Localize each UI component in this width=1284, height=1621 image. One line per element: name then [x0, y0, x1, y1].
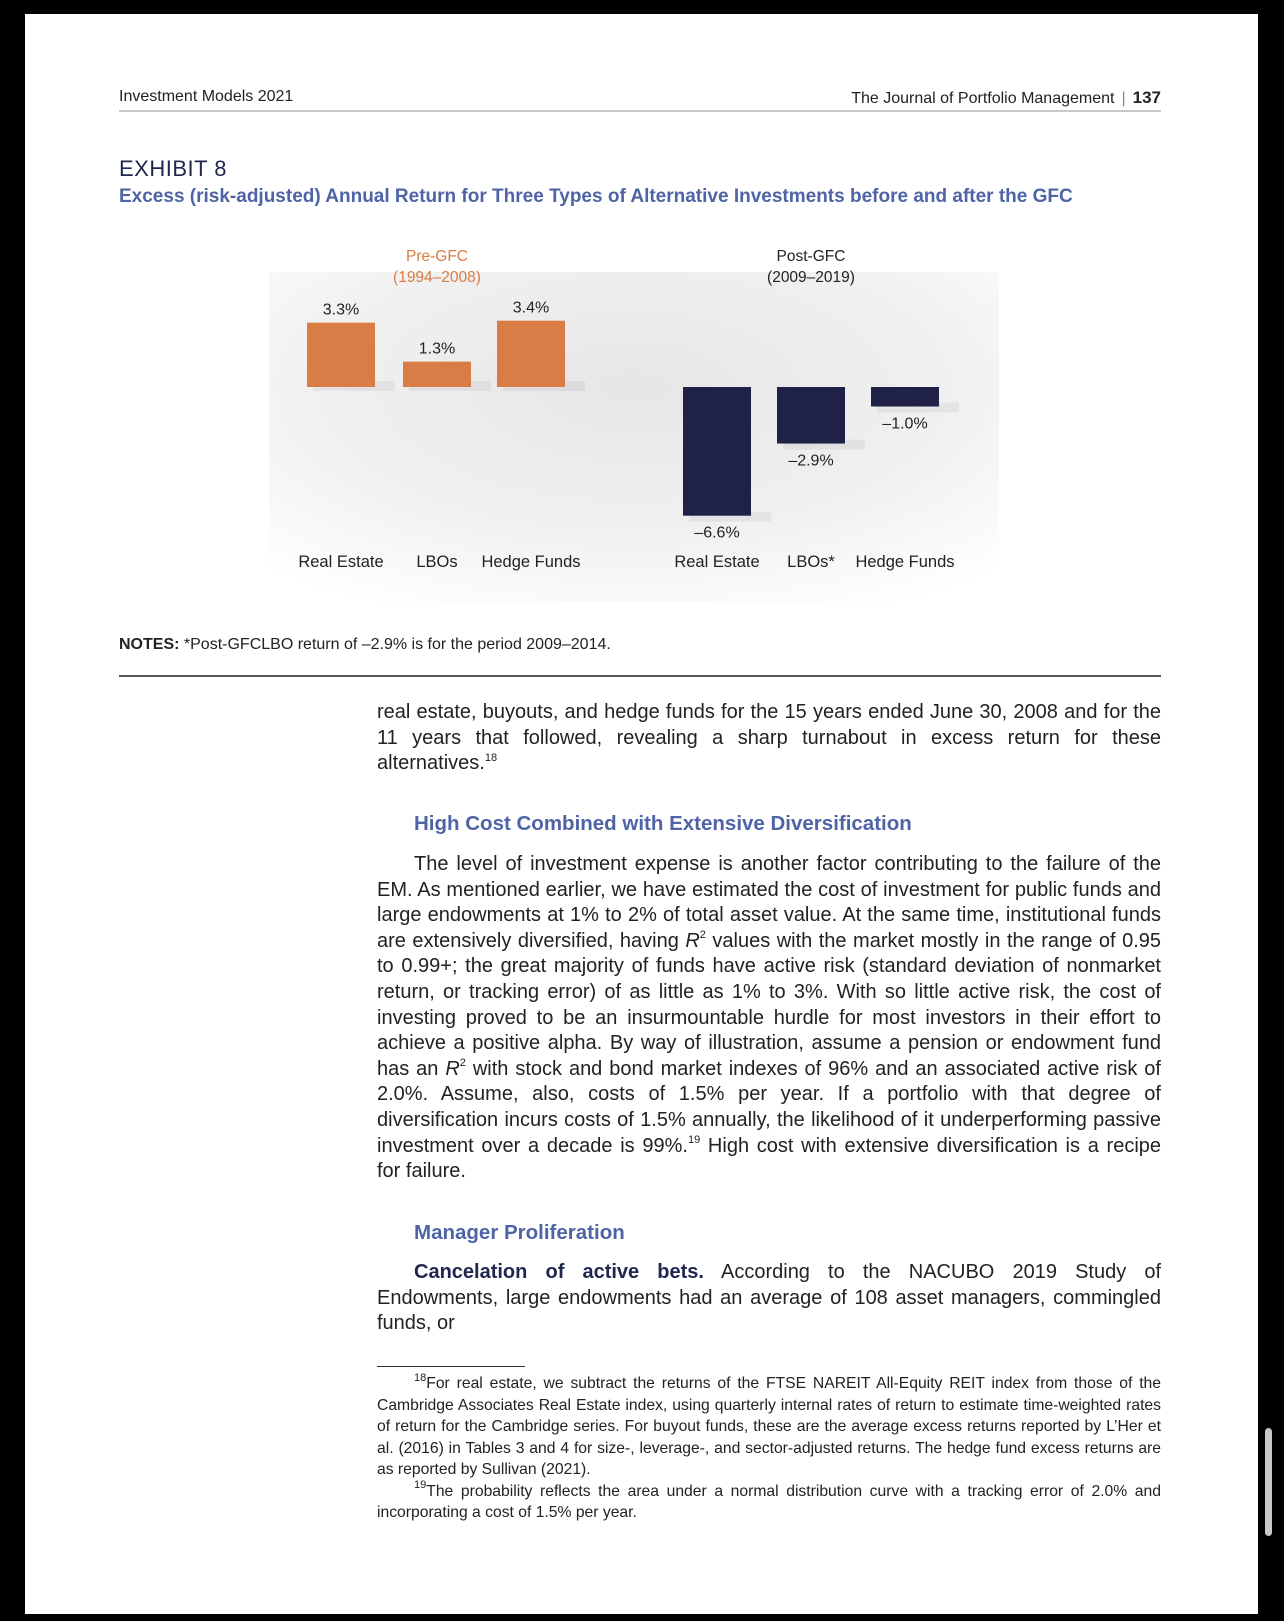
- scrollbar-thumb[interactable]: [1265, 1428, 1272, 1536]
- run-in-heading: Cancelation of active bets.: [414, 1261, 704, 1283]
- bar-shadow: [689, 511, 771, 522]
- journal-name: The Journal of Portfolio Management: [851, 90, 1115, 107]
- section-heading-manager-proliferation: Manager Proliferation: [414, 1221, 625, 1244]
- notes-label: NOTES:: [119, 636, 180, 653]
- data-label-0-2: 3.4%: [513, 300, 549, 317]
- bar-1-2: [871, 387, 939, 407]
- paragraph-3-text: According to the NACUBO 2019 Study of En…: [377, 1261, 1162, 1335]
- exhibit-chart: Pre-GFC (1994–2008) 3.3% Real Estate 1.3% LBO…: [119, 242, 1161, 622]
- footnote-number-19: 19: [414, 1479, 427, 1492]
- running-head: Investment Models 2021 The Journal of Po…: [119, 84, 1161, 112]
- bar-0-1: [403, 361, 471, 387]
- footnotes: 18For real estate, we subtract the retur…: [377, 1371, 1161, 1524]
- journal-page: Investment Models 2021 The Journal of Po…: [25, 14, 1258, 1614]
- panel-subtitle-1: (2009–2019): [767, 269, 855, 286]
- panel-title-1: Post-GFC: [777, 248, 846, 265]
- running-head-title: Investment Models 2021: [119, 88, 294, 105]
- bar-0-2: [497, 320, 565, 387]
- bar-shadow: [877, 402, 959, 413]
- footnote-19: 19The probability reflects the area unde…: [377, 1479, 1161, 1524]
- paragraph-2-part-d: High cost with extensive diversification…: [377, 1134, 1162, 1183]
- section-heading-high-cost: High Cost Combined with Extensive Divers…: [414, 812, 912, 835]
- category-label-0-0: Real Estate: [298, 553, 383, 571]
- superscript-2: 2: [699, 929, 706, 942]
- category-label-0-2: Hedge Funds: [481, 553, 580, 571]
- chart-background: [269, 272, 999, 602]
- bar-0-0: [307, 322, 375, 387]
- data-label-1-1: –2.9%: [788, 453, 833, 470]
- header-separator: |: [1121, 90, 1126, 107]
- bar-chart-svg: Pre-GFC (1994–2008) 3.3% Real Estate 1.3% LBO…: [269, 248, 999, 602]
- footnote-number-18: 18: [414, 1371, 427, 1384]
- paragraph-1-text: real estate, buyouts, and hedge funds fo…: [377, 701, 1161, 775]
- data-label-1-0: –6.6%: [694, 525, 739, 542]
- paragraph-high-cost: The level of investment expense is anoth…: [377, 852, 1161, 1185]
- exhibit-title: Excess (risk-adjusted) Annual Return for…: [119, 186, 1073, 207]
- paragraph-2-part-a: The level of investment expense is anoth…: [377, 853, 1161, 952]
- category-label-1-1: LBOs*: [787, 553, 835, 571]
- footnote-18-text: For real estate, we subtract the returns…: [377, 1375, 1161, 1478]
- category-label-1-2: Hedge Funds: [855, 553, 954, 571]
- category-label-0-1: LBOs: [416, 553, 457, 571]
- data-label-1-2: –1.0%: [882, 416, 927, 433]
- bar-shadow: [783, 439, 865, 450]
- page-number: 137: [1132, 88, 1161, 107]
- paragraph-continued: real estate, buyouts, and hedge funds fo…: [377, 700, 1161, 777]
- paragraph-2-part-b: values with the market mostly in the ran…: [377, 929, 1161, 1080]
- data-label-0-1: 1.3%: [419, 341, 455, 358]
- exhibit-notes: NOTES: *Post-GFCLBO return of –2.9% is f…: [119, 636, 611, 654]
- running-head-journal: The Journal of Portfolio Management | 137: [851, 88, 1161, 108]
- bar-1-0: [683, 387, 751, 516]
- category-label-1-0: Real Estate: [674, 553, 759, 571]
- footnote-rule: [377, 1366, 525, 1367]
- footnote-19-text: The probability reflects the area under …: [377, 1482, 1161, 1522]
- panel-subtitle-0: (1994–2008): [393, 269, 481, 286]
- paragraph-cancelation: Cancelation of active bets. According to…: [377, 1260, 1161, 1337]
- data-label-0-0: 3.3%: [323, 302, 359, 319]
- panel-title-0: Pre-GFC: [406, 248, 468, 265]
- r-symbol: R: [445, 1057, 460, 1080]
- bar-1-1: [777, 387, 845, 444]
- r-symbol: R: [685, 929, 700, 952]
- exhibit-divider: [119, 675, 1161, 677]
- footnote-18: 18For real estate, we subtract the retur…: [377, 1371, 1161, 1481]
- footnote-ref-18[interactable]: 18: [484, 751, 498, 764]
- exhibit-label: EXHIBIT 8: [119, 156, 228, 181]
- superscript-2: 2: [459, 1057, 466, 1070]
- notes-text: *Post-GFCLBO return of –2.9% is for the …: [183, 636, 611, 653]
- paragraph-2-part-c: with stock and bond market indexes of 96…: [377, 1057, 1161, 1157]
- footnote-ref-19[interactable]: 19: [687, 1133, 701, 1146]
